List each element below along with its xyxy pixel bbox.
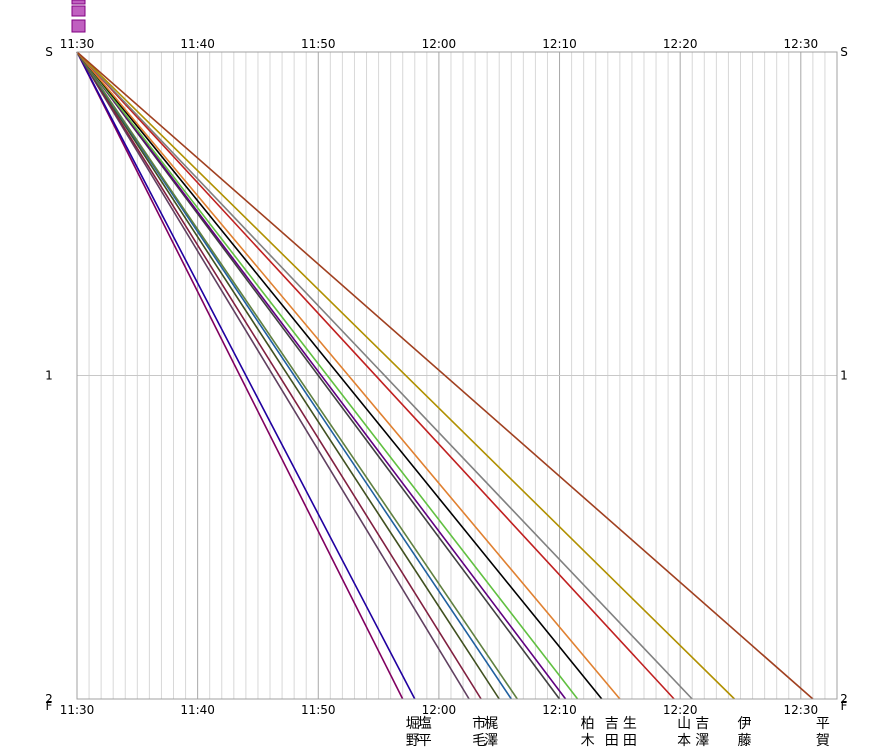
series-name-char: 梶 <box>484 716 498 732</box>
series-name-char: 吉 <box>605 716 619 732</box>
bottom-time-axis: 11:30 11:40 11:50 12:00 12:10 12:20 12:30 <box>60 703 818 717</box>
finish-marker-right: F <box>841 699 848 713</box>
corner-tool-icons <box>71 0 86 33</box>
x-tick-label-bottom: 12:20 <box>663 703 698 717</box>
series-line <box>76 51 416 700</box>
series-line <box>76 51 500 700</box>
y-tick-label-left: S <box>45 45 53 59</box>
tool-icon[interactable] <box>71 5 86 17</box>
series-line <box>76 51 482 700</box>
series-name-char: 木 <box>581 733 595 749</box>
series-line <box>76 51 693 700</box>
top-time-axis: 11:30 11:40 11:50 12:00 12:10 12:20 12:30 <box>60 37 818 51</box>
x-tick-label-top: 11:40 <box>180 37 215 51</box>
tool-icon[interactable] <box>71 19 86 33</box>
series-name-char: 塩 <box>418 716 432 732</box>
series-name-char: 市 <box>472 715 486 732</box>
series-lines <box>76 51 814 700</box>
series-line <box>76 51 561 700</box>
series-name-char: 賀 <box>816 733 830 749</box>
left-station-axis: S 1 2F <box>45 45 53 713</box>
series-name-char: 田 <box>623 733 637 749</box>
series-line <box>76 51 603 700</box>
x-tick-label-bottom: 12:00 <box>422 703 457 717</box>
y-tick-label-left: 2 <box>45 692 53 706</box>
series-name-char: 澤 <box>695 733 709 749</box>
series-name-char: 吉 <box>695 716 709 732</box>
x-tick-label-top: 12:20 <box>663 37 698 51</box>
series-line <box>76 51 621 700</box>
series-name-char: 田 <box>605 733 619 749</box>
series-name-char: 本 <box>677 733 691 749</box>
x-tick-label-bottom: 11:50 <box>301 703 336 717</box>
series-name-char: 生 <box>623 716 637 732</box>
series-line <box>76 51 579 700</box>
x-tick-label-bottom: 11:30 <box>60 703 95 717</box>
series-line <box>76 51 404 700</box>
x-tick-label-top: 12:30 <box>784 37 819 51</box>
series-name-char: 堀 <box>406 716 420 732</box>
series-line <box>76 51 736 700</box>
x-tick-label-top: 11:50 <box>301 37 336 51</box>
x-tick-label-top: 11:30 <box>60 37 95 51</box>
x-tick-label-top: 12:00 <box>422 37 457 51</box>
x-tick-label-bottom: 11:40 <box>180 703 215 717</box>
series-name-char: 毛 <box>472 733 486 749</box>
series-name-char: 藤 <box>737 733 751 749</box>
series-line <box>76 51 512 700</box>
y-tick-label-right: S <box>840 45 848 59</box>
x-tick-label-bottom: 12:10 <box>542 703 577 717</box>
series-name-char: 平 <box>816 716 830 732</box>
x-tick-label-bottom: 12:30 <box>784 703 819 717</box>
y-tick-label-left: 1 <box>45 369 53 383</box>
series-name-char: 澤 <box>484 733 498 749</box>
right-station-axis: S 1 2F <box>840 45 848 713</box>
y-tick-label-right: 2 <box>840 692 848 706</box>
finish-marker-left: F <box>46 699 53 713</box>
series-name-char: 伊 <box>737 716 751 732</box>
series-name-char: 山 <box>677 716 691 732</box>
series-name-char: 野 <box>406 733 420 749</box>
series-line <box>76 51 567 700</box>
series-line <box>76 51 470 700</box>
series-line <box>76 51 814 700</box>
series-line <box>76 51 675 700</box>
x-tick-label-top: 12:10 <box>542 37 577 51</box>
series-line <box>76 51 518 700</box>
y-tick-label-right: 1 <box>840 369 848 383</box>
series-name-char: 平 <box>418 733 432 749</box>
series-name-char: 柏 <box>581 716 595 732</box>
tool-icon[interactable] <box>71 0 86 5</box>
plot-frame <box>76 51 838 700</box>
